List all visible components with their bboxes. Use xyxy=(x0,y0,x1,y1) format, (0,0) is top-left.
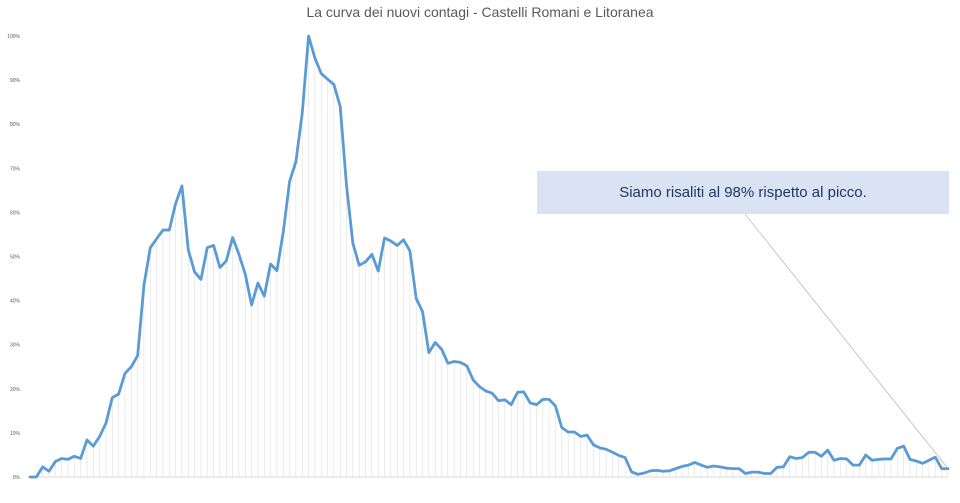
annotation-callout: Siamo risaliti al 98% rispetto al picco. xyxy=(537,171,949,214)
y-axis-ticks: 0% 10% 20% 30% 40% 50% 60% 70% 80% 90% 100% xyxy=(7,34,20,481)
y-tick-label: 100% xyxy=(7,34,20,40)
y-tick-label: 90% xyxy=(10,78,21,84)
y-tick-label: 80% xyxy=(10,122,21,128)
annotation-leader-line xyxy=(744,213,949,469)
y-tick-label: 40% xyxy=(10,299,21,305)
y-tick-label: 60% xyxy=(10,210,21,216)
y-tick-label: 30% xyxy=(10,343,21,349)
drop-lines xyxy=(42,36,949,477)
y-tick-label: 10% xyxy=(10,431,21,437)
y-tick-label: 70% xyxy=(10,166,21,172)
y-tick-label: 20% xyxy=(10,387,21,393)
y-tick-label: 50% xyxy=(10,255,21,261)
y-tick-label: 0% xyxy=(13,475,21,481)
series-line xyxy=(28,34,950,479)
chart-title: La curva dei nuovi contagi - Castelli Ro… xyxy=(306,4,654,20)
annotation-text: Siamo risaliti al 98% rispetto al picco. xyxy=(619,184,867,201)
